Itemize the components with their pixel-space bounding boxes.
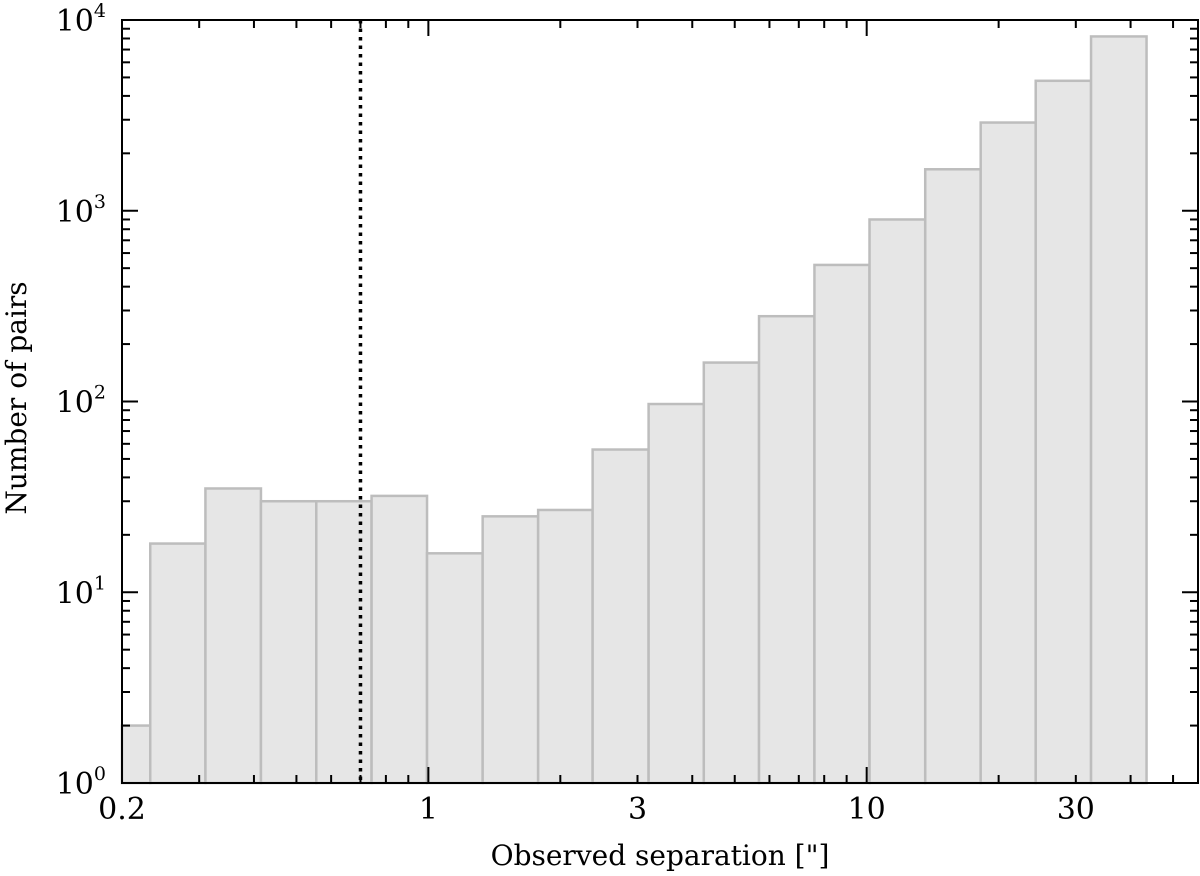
histogram-bar-15	[923, 168, 982, 785]
ticks-group	[121, 19, 1198, 784]
y-tick-label: 104	[56, 0, 106, 39]
y-tick-label-base: 10	[56, 576, 94, 611]
histogram-bar-18	[1089, 35, 1148, 785]
y-tick-label: 101	[56, 572, 106, 611]
y-tick-label-exponent: 4	[94, 0, 106, 22]
histogram-bar-0	[120, 724, 152, 785]
histogram-bar-3	[259, 499, 318, 785]
y-tick-label: 100	[56, 763, 106, 802]
histogram-bar-2	[204, 487, 263, 785]
histogram-bar-9	[591, 448, 650, 785]
y-tick-label: 103	[56, 191, 106, 230]
y-tick-label-exponent: 2	[94, 382, 106, 404]
x-tick-label: 1	[419, 792, 438, 827]
y-axis-label: Number of pairs	[0, 281, 33, 514]
histogram-bar-5	[370, 494, 429, 785]
y-tick-label-exponent: 3	[94, 191, 106, 213]
histogram-bar-12	[757, 314, 816, 785]
y-tick-label: 102	[56, 382, 106, 421]
y-tick-label-exponent: 1	[94, 572, 106, 594]
histogram-bar-17	[1034, 79, 1093, 785]
bars-group	[120, 35, 1148, 785]
histogram-bar-10	[647, 402, 706, 785]
y-tick-label-base: 10	[56, 195, 94, 230]
y-tick-label-base: 10	[56, 386, 94, 421]
x-tick-label: 10	[848, 792, 886, 827]
x-tick-labels: 0.2 1 3 10 30	[98, 792, 1095, 827]
y-tick-label-exponent: 0	[94, 763, 106, 785]
histogram-bar-7	[481, 515, 540, 785]
histogram-bar-13	[813, 263, 871, 785]
x-tick-label: 0.2	[98, 792, 146, 827]
histogram-bar-16	[979, 121, 1037, 785]
histogram-bar-8	[536, 508, 594, 785]
x-axis-label: Observed separation ["]	[491, 839, 830, 872]
histogram-bar-14	[868, 218, 927, 785]
histogram-bar-6	[425, 552, 484, 785]
y-tick-label-base: 10	[56, 767, 94, 802]
x-tick-label: 30	[1057, 792, 1095, 827]
x-tick-label: 3	[628, 792, 647, 827]
y-tick-label-base: 10	[56, 4, 94, 39]
histogram-bar-4	[315, 499, 373, 785]
histogram-bar-1	[149, 542, 207, 785]
histogram-bar-11	[702, 361, 761, 785]
